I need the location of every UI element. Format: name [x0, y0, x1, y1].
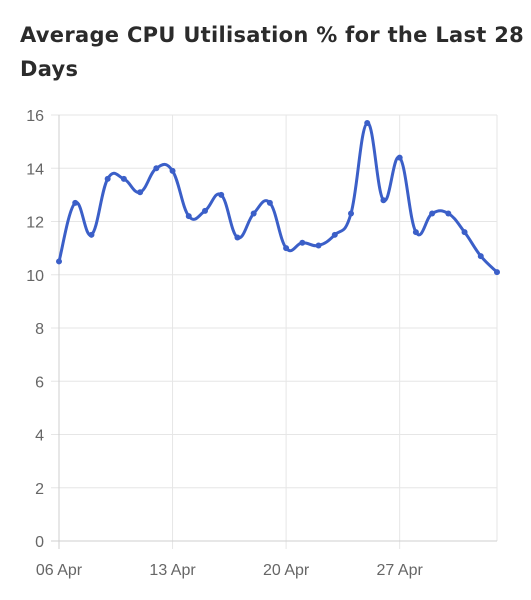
y-tick-label: 2	[35, 481, 44, 498]
data-point	[137, 189, 144, 196]
x-tick-label: 13 Apr	[149, 562, 196, 579]
data-point	[494, 269, 500, 276]
data-point	[72, 199, 79, 206]
data-points	[56, 119, 500, 276]
y-tick-label: 14	[26, 161, 44, 178]
data-point	[250, 210, 257, 217]
x-axis-tick-labels: 06 Apr 13 Apr 20 Apr 27 Apr	[36, 562, 424, 579]
data-point	[315, 242, 322, 249]
chart-title: Average CPU Utilisation % for the Last 2…	[20, 23, 525, 81]
series-line	[57, 121, 499, 274]
y-tick-label: 8	[35, 321, 44, 338]
data-point	[104, 175, 111, 182]
data-point	[169, 167, 176, 174]
y-tick-label: 0	[35, 534, 44, 551]
y-tick-label: 16	[26, 108, 44, 125]
x-tick-label: 20 Apr	[263, 562, 310, 579]
data-point	[283, 245, 290, 252]
y-tick-label: 12	[26, 215, 44, 232]
data-point	[202, 207, 208, 214]
x-tick-label: 27 Apr	[377, 562, 424, 579]
data-point	[396, 154, 403, 161]
data-point	[218, 191, 225, 198]
grid	[51, 114, 498, 549]
data-point	[477, 253, 484, 260]
data-point	[185, 213, 192, 220]
data-point	[234, 234, 241, 241]
data-point	[364, 119, 371, 126]
data-point	[429, 210, 436, 217]
axes	[51, 115, 497, 549]
x-tick-label: 06 Apr	[36, 562, 83, 579]
y-tick-label: 6	[35, 374, 44, 391]
y-tick-label: 10	[26, 268, 44, 285]
data-point	[461, 229, 468, 236]
data-point	[56, 258, 62, 265]
data-point	[299, 239, 306, 246]
data-point	[412, 229, 419, 236]
data-point	[331, 231, 338, 238]
y-axis-tick-labels: 0 2 4 6 8 10 12 14 16	[26, 108, 44, 551]
data-point	[348, 210, 354, 217]
y-tick-label: 4	[35, 428, 44, 445]
data-point	[120, 175, 127, 182]
data-point	[445, 210, 452, 217]
data-point	[88, 231, 95, 238]
data-point	[380, 197, 387, 204]
data-point	[266, 199, 273, 206]
data-point	[153, 165, 160, 172]
